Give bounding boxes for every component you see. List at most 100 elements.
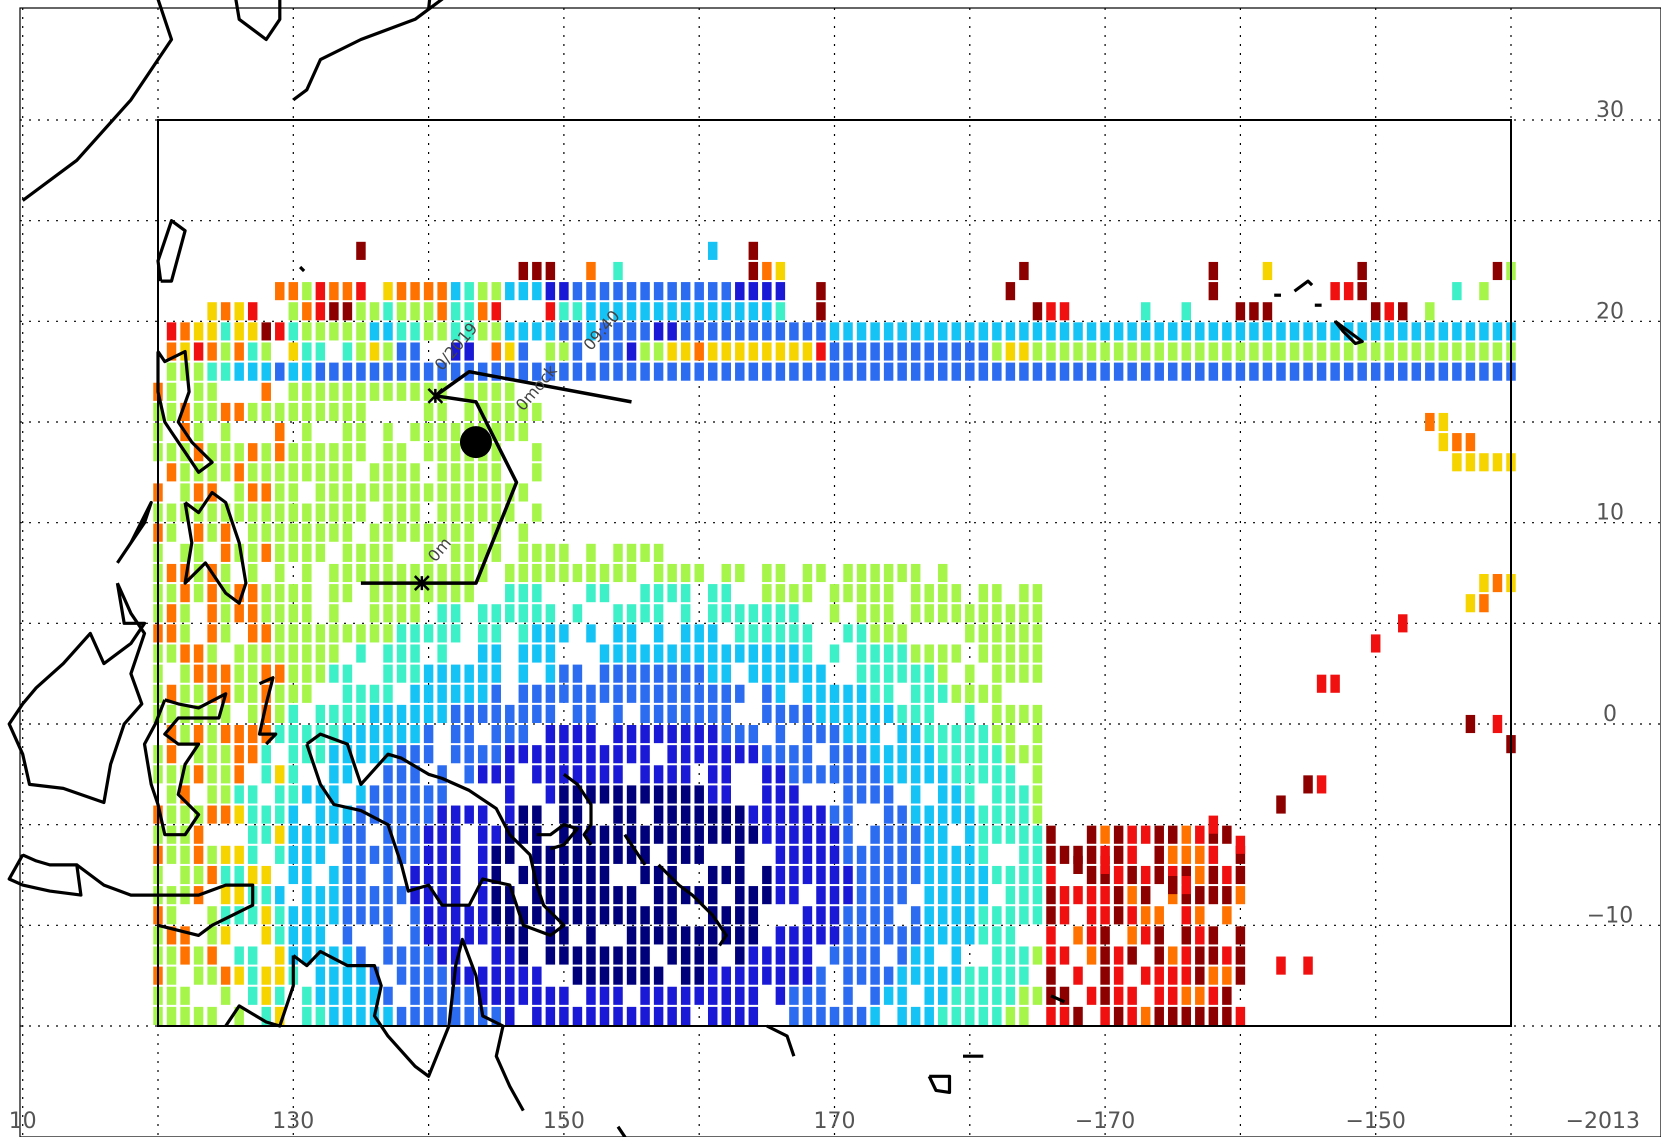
grid-cell (856, 886, 867, 905)
grid-cell (992, 765, 1002, 784)
grid-cell (1005, 966, 1016, 985)
grid-cell (1005, 785, 1016, 804)
grid-cell (1113, 322, 1124, 341)
grid-cell (342, 342, 353, 361)
grid-cell (1086, 886, 1097, 905)
grid-cell (870, 1006, 880, 1025)
grid-cell (816, 362, 826, 381)
grid-cell (491, 382, 501, 401)
grid-cell (721, 745, 731, 764)
grid-cell (532, 684, 542, 703)
grid-cell (491, 865, 501, 885)
grid-cell (1195, 946, 1205, 965)
grid-cell (464, 483, 474, 502)
grid-cell (220, 865, 231, 885)
grid-cell (748, 745, 759, 764)
grid-cell (559, 624, 569, 643)
grid-cell (1073, 845, 1083, 864)
grid-cell (938, 805, 948, 824)
grid-cell (978, 584, 989, 603)
grid-cell (1195, 1006, 1205, 1025)
grid-cell (247, 604, 258, 623)
longitude-tick-label: 150 (543, 1109, 585, 1134)
grid-cell (870, 362, 880, 381)
grid-cell (599, 322, 610, 341)
grid-cell (207, 322, 217, 341)
grid-cell (1032, 604, 1043, 623)
grid-cell (1357, 282, 1367, 301)
grid-cell (247, 946, 258, 965)
grid-cell (1262, 342, 1273, 361)
grid-cell (883, 684, 894, 703)
grid-cell (762, 584, 772, 603)
grid-cell (1140, 1006, 1151, 1025)
grid-cell (383, 725, 393, 744)
grid-cell (559, 825, 569, 844)
grid-cell (802, 986, 813, 1005)
grid-cell (207, 644, 217, 663)
grid-cell (586, 261, 596, 281)
grid-cell (843, 966, 853, 985)
grid-cell (423, 302, 434, 321)
grid-cell (1154, 825, 1164, 844)
grid-cell (775, 785, 786, 804)
grid-cell (938, 745, 948, 764)
grid-cell (166, 805, 177, 824)
grid-cell (437, 825, 447, 844)
grid-cell (613, 302, 623, 321)
coastlines (7, 0, 1364, 1137)
grid-cell (992, 664, 1002, 683)
grid-cell (166, 624, 177, 643)
grid-cell (545, 886, 556, 905)
grid-cell (789, 745, 799, 764)
grid-cell (572, 725, 583, 744)
grid-cell (951, 745, 962, 764)
grid-cell (518, 624, 529, 643)
grid-cell (532, 443, 542, 462)
grid-cell (965, 926, 975, 945)
grid-cell (464, 402, 474, 421)
grid-cell (1195, 865, 1205, 885)
grid-cell (816, 906, 826, 925)
grid-cell (423, 443, 434, 462)
grid-cell (640, 664, 650, 683)
grid-cell (802, 825, 813, 844)
grid-cell (302, 382, 312, 401)
grid-cell (532, 563, 542, 583)
grid-cell (477, 322, 488, 341)
grid-cell (870, 563, 880, 583)
grid-cell (1181, 986, 1192, 1005)
grid-cell (653, 563, 664, 583)
grid-cell (897, 563, 907, 583)
grid-cell (1398, 614, 1408, 633)
grid-cell (220, 926, 231, 945)
grid-cell (613, 946, 623, 965)
grid-cell (978, 906, 989, 925)
grid-cell (829, 906, 840, 925)
grid-cell (288, 664, 299, 683)
grid-cell (910, 704, 921, 723)
grid-cell (247, 402, 258, 421)
grid-cell (951, 946, 962, 965)
grid-cell (1127, 342, 1137, 361)
grid-cell (396, 302, 407, 321)
grid-cell (938, 563, 948, 583)
grid-cell (843, 946, 853, 965)
grid-cell (721, 825, 731, 844)
grid-cell (532, 886, 542, 905)
grid-cell (910, 906, 921, 925)
grid-cell (275, 604, 285, 623)
grid-cell (816, 886, 826, 905)
grid-cell (234, 966, 244, 985)
grid-cell (978, 604, 989, 623)
grid-cell (802, 684, 813, 703)
grid-cell (924, 946, 934, 965)
grid-cell (735, 906, 745, 925)
grid-cell (1249, 302, 1259, 321)
grid-cell (897, 342, 907, 361)
grid-cell (369, 362, 380, 381)
grid-cell (247, 986, 258, 1005)
grid-cell (220, 624, 231, 643)
grid-cell (247, 483, 258, 502)
grid-cell (356, 282, 366, 301)
